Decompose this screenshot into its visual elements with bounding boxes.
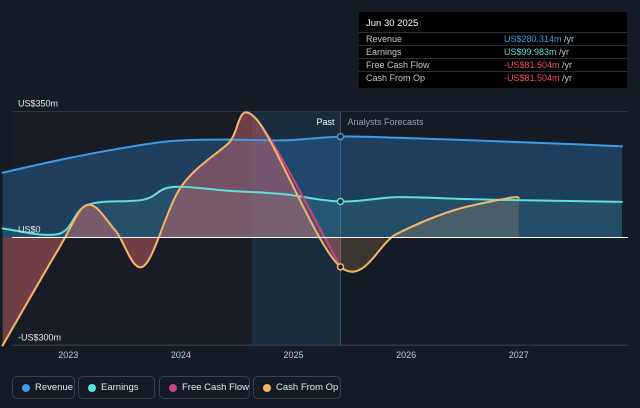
revenue-area (2, 136, 622, 238)
earnings-dot-icon (88, 384, 96, 392)
cash-from-op-area (2, 112, 519, 346)
tooltip-value-number: -US$81.504m (504, 60, 560, 70)
tooltip-row-value: -US$81.504m /yr (504, 73, 572, 83)
tooltip-date: Jun 30 2025 (366, 18, 419, 29)
tooltip-row-label: Cash From Op (366, 73, 426, 83)
tooltip-value-unit: /yr (559, 73, 573, 83)
legend-label-free-cash-flow: Free Cash Flow (182, 382, 250, 393)
forecast-label: Analysts Forecasts (347, 117, 424, 127)
tooltip-row-label: Earnings (366, 47, 402, 57)
x-tick-label: 2027 (509, 350, 529, 360)
cash-from-op-marker (336, 263, 345, 271)
tooltip-row-label: Revenue (366, 34, 403, 44)
revenue-dot-icon (22, 384, 30, 392)
legend-label-cash-from-op: Cash From Op (276, 382, 339, 393)
legend-earnings[interactable]: Earnings (78, 376, 155, 399)
past-region (252, 112, 341, 345)
legend-label-revenue: Revenue (35, 382, 74, 393)
y-tick-label: -US$300m (18, 333, 61, 343)
tooltip-value-unit: /yr (561, 34, 575, 44)
free-cash-flow-dot-icon (169, 384, 177, 392)
tooltip-row-value: -US$81.504m /yr (504, 60, 572, 70)
tooltip-value-number: -US$81.504m (504, 73, 560, 83)
history-region (12, 112, 252, 345)
cash-from-op-dot-icon (263, 384, 271, 392)
earnings-marker (336, 197, 345, 206)
legend-label-earnings: Earnings (101, 382, 139, 393)
tooltip-row: Free Cash Flow -US$81.504m /yr (359, 58, 627, 72)
tooltip-row: Revenue US$280.314m /yr (359, 32, 627, 46)
revenue-line (1, 135, 623, 174)
legend-revenue[interactable]: Revenue (12, 376, 75, 399)
legend-cash-from-op[interactable]: Cash From Op (253, 376, 341, 399)
revenue-marker (336, 132, 345, 141)
free-cash-flow-area (2, 112, 341, 346)
tooltip-value-unit: /yr (556, 47, 570, 57)
x-tick-label: 2025 (284, 350, 304, 360)
tooltip-row: Earnings US$99.983m /yr (359, 45, 627, 59)
tooltip-row-label: Free Cash Flow (366, 60, 430, 70)
x-tick-label: 2026 (396, 350, 416, 360)
x-tick-label: 2024 (171, 350, 191, 360)
y-tick-label: US$350m (18, 99, 58, 109)
tooltip-value-number: US$280.314m (504, 34, 562, 44)
tooltip-row-value: US$99.983m /yr (504, 47, 569, 57)
x-tick-label: 2023 (58, 350, 78, 360)
past-label: Past (316, 117, 335, 127)
tooltip: Jun 30 2025 Revenue US$280.314m /yr Earnin… (359, 12, 627, 88)
tooltip-row: Cash From Op -US$81.504m /yr (359, 71, 627, 85)
legend-free-cash-flow[interactable]: Free Cash Flow (159, 376, 250, 399)
tooltip-row-value: US$280.314m /yr (504, 34, 574, 44)
cash-from-op-line (1, 111, 520, 347)
tooltip-value-number: US$99.983m (504, 47, 557, 57)
y-tick-label: US$0 (18, 225, 41, 235)
tooltip-value-unit: /yr (559, 60, 573, 70)
